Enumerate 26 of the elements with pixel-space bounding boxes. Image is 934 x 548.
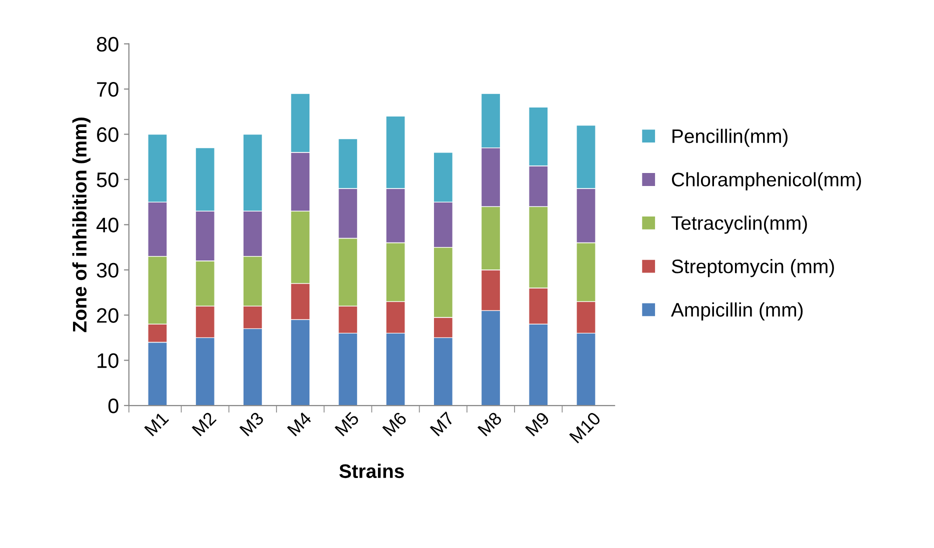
- y-tick-label: 30: [96, 262, 118, 278]
- y-tick-label: 40: [96, 218, 118, 232]
- x-tick-label: M7: [430, 411, 455, 436]
- legend-label: Chloramphenicol(mm): [672, 172, 861, 190]
- x-tick-label: M5: [334, 411, 360, 436]
- y-tick-label: 10: [98, 353, 118, 368]
- y-tick-label: 80: [96, 36, 118, 52]
- y-tick-label: 60: [97, 127, 118, 142]
- x-tick-label: M8: [477, 411, 503, 436]
- x-tick-label: M1: [144, 411, 170, 436]
- y-axis-title: Zone of inhibition (mm): [72, 118, 90, 332]
- y-tick-label: 20: [97, 308, 118, 323]
- x-axis-title: Strains: [339, 464, 404, 478]
- legend-label: Tetracyclin(mm): [671, 216, 807, 234]
- legend-label: Pencillin(mm): [672, 128, 788, 147]
- x-tick-label: M10: [569, 411, 602, 444]
- x-tick-label: M6: [382, 411, 408, 436]
- y-tick-label: 50: [96, 172, 118, 188]
- x-tick-label: M3: [239, 411, 264, 436]
- legend-label: Streptomycin (mm): [672, 259, 834, 278]
- legend-label: Ampicillin (mm): [670, 302, 803, 321]
- y-tick-label: 70: [97, 82, 118, 97]
- x-tick-label: M9: [524, 411, 550, 436]
- x-tick-label: M2: [192, 411, 217, 436]
- y-tick-label: 0: [108, 398, 118, 414]
- x-tick-label: M4: [287, 411, 312, 436]
